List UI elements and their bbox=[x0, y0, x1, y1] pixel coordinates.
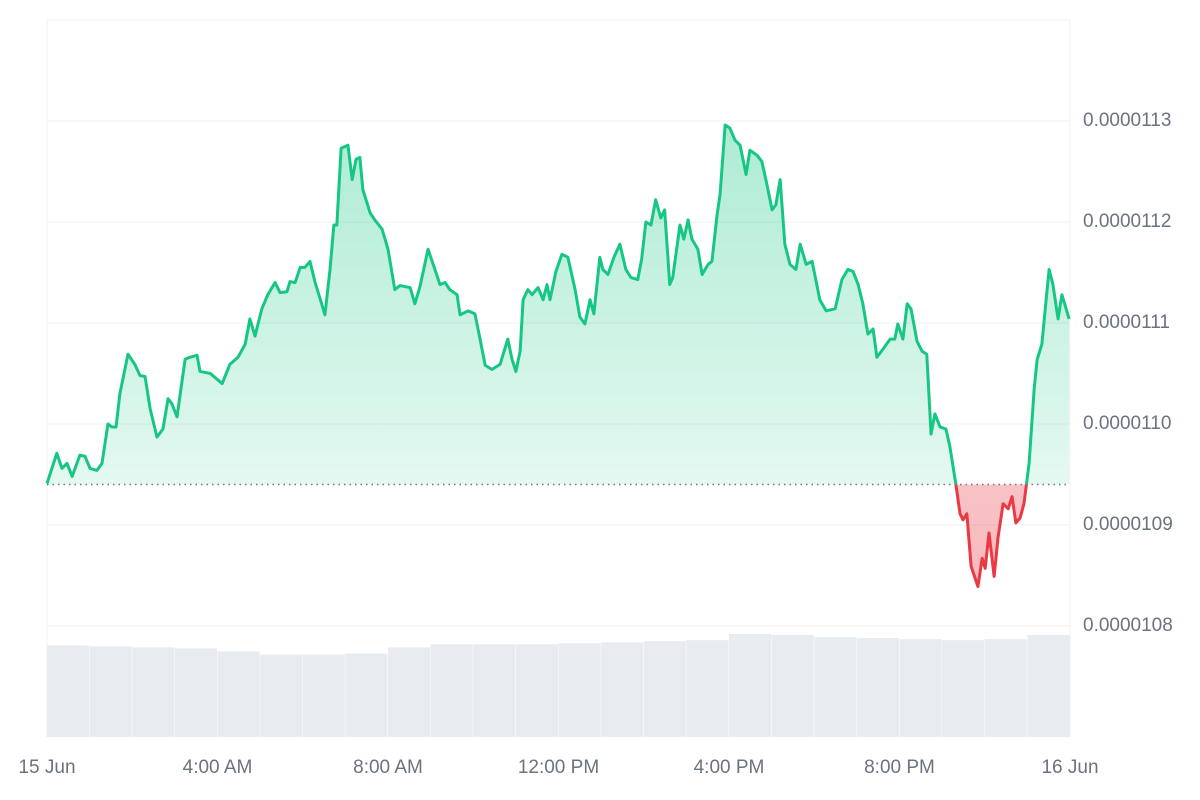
y-tick-label: 0.0000110 bbox=[1083, 413, 1171, 434]
volume-bar bbox=[515, 644, 558, 737]
volume-bar bbox=[984, 639, 1027, 737]
volume-bar bbox=[473, 644, 516, 737]
volume-bar bbox=[942, 640, 985, 737]
y-tick-label: 0.0000112 bbox=[1083, 211, 1171, 232]
volume-bar bbox=[132, 647, 175, 737]
y-tick-label: 0.0000111 bbox=[1083, 312, 1170, 333]
x-tick-label: 12:00 PM bbox=[518, 757, 599, 778]
volume-bar bbox=[89, 646, 132, 737]
volume-bar bbox=[771, 635, 814, 737]
volume-bar bbox=[1027, 635, 1070, 737]
area-up bbox=[47, 125, 1070, 485]
x-tick-label: 4:00 PM bbox=[694, 757, 765, 778]
x-tick-label: 8:00 AM bbox=[353, 757, 423, 778]
y-tick-label: 0.0000109 bbox=[1083, 514, 1173, 535]
volume-bar bbox=[558, 643, 601, 737]
y-tick-label: 0.0000113 bbox=[1083, 110, 1171, 131]
volume-bar bbox=[899, 639, 942, 737]
volume-bar bbox=[260, 654, 303, 737]
volume-bar bbox=[814, 637, 857, 737]
volume-bar bbox=[174, 648, 217, 737]
x-tick-label: 8:00 PM bbox=[864, 757, 935, 778]
price-line-up bbox=[45, 123, 1071, 485]
volume-bar bbox=[601, 642, 644, 737]
x-tick-label: 16 Jun bbox=[1041, 757, 1098, 778]
volume-bar bbox=[388, 647, 431, 737]
x-tick-label: 15 Jun bbox=[18, 757, 75, 778]
volume-bar bbox=[643, 641, 686, 737]
y-tick-label: 0.0000108 bbox=[1083, 615, 1173, 636]
volume-bar bbox=[345, 653, 388, 737]
area-down bbox=[955, 484, 1027, 587]
volume-bar bbox=[430, 644, 473, 737]
x-tick-label: 4:00 AM bbox=[183, 757, 253, 778]
volume-bar bbox=[47, 645, 90, 737]
volume-bar bbox=[729, 634, 772, 737]
volume-bar bbox=[856, 638, 899, 737]
volume-bar bbox=[686, 640, 729, 737]
volume-bar bbox=[302, 654, 345, 737]
volume-bar bbox=[217, 651, 260, 737]
